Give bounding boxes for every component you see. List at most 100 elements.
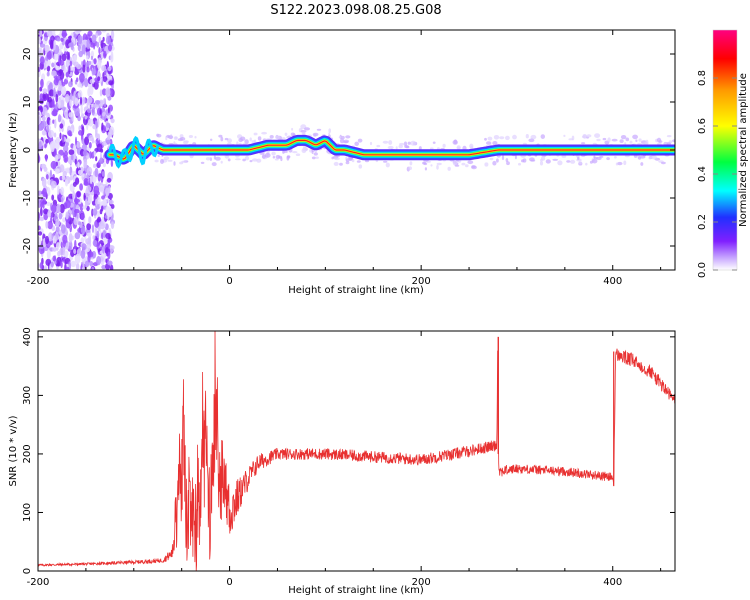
noise-blob	[104, 223, 109, 231]
noise-blob	[65, 199, 71, 209]
noise-blob	[71, 95, 75, 101]
noise-blob	[109, 199, 114, 205]
halo-blob	[220, 136, 224, 142]
halo-blob	[661, 161, 666, 165]
noise-blob	[39, 86, 43, 92]
halo-blob	[220, 160, 223, 164]
noise-blob	[44, 143, 47, 149]
noise-blob	[54, 140, 60, 151]
y-tick-label: 0	[22, 147, 33, 153]
halo-blob	[581, 135, 586, 138]
noise-blob	[107, 131, 110, 140]
noise-blob	[93, 185, 100, 195]
noise-blob	[76, 141, 81, 149]
noise-blob	[40, 106, 43, 113]
halo-blob	[269, 135, 274, 139]
halo-blob	[465, 164, 469, 168]
halo-blob	[236, 141, 239, 146]
noise-blob	[77, 44, 81, 52]
halo-blob	[335, 155, 340, 158]
noise-blob	[106, 210, 113, 218]
noise-blob	[58, 60, 65, 66]
halo-blob	[313, 152, 318, 156]
noise-blob	[49, 89, 55, 97]
noise-blob	[59, 164, 65, 173]
noise-blob	[63, 46, 68, 53]
halo-blob	[629, 140, 633, 144]
noise-blob	[56, 37, 61, 42]
noise-blob	[79, 96, 83, 106]
noise-blob	[82, 64, 86, 73]
noise-blob	[92, 239, 98, 247]
halo-blob	[596, 138, 601, 142]
halo-blob	[666, 135, 672, 138]
noise-blob	[77, 83, 83, 88]
halo-blob	[578, 161, 583, 165]
halo-blob	[334, 157, 340, 161]
halo-blob	[331, 156, 335, 160]
noise-blob	[58, 212, 63, 220]
noise-blob	[41, 130, 47, 136]
noise-blob	[38, 141, 42, 150]
noise-blob	[110, 30, 115, 40]
noise-blob	[75, 192, 78, 203]
noise-blob	[51, 70, 57, 77]
noise-blob	[49, 141, 56, 150]
noise-blob	[65, 266, 70, 270]
noise-blob	[61, 53, 67, 62]
spectrogram-panel: -200 0 200 400 -20 -10 0 10 20 Height of straigh…	[8, 29, 676, 296]
halo-blob	[585, 162, 588, 166]
noise-blob	[45, 235, 49, 245]
halo-blob	[338, 136, 342, 139]
halo-blob	[506, 161, 510, 166]
noise-blob	[93, 163, 97, 168]
halo-blob	[168, 135, 174, 140]
noise-blob	[87, 87, 91, 97]
halo-blob	[577, 156, 580, 160]
halo-blob	[407, 141, 411, 145]
noise-blob	[93, 58, 97, 65]
noise-blob	[103, 198, 107, 207]
colorbar-tick-label: 0.0	[697, 262, 708, 278]
noise-blob	[49, 119, 52, 126]
noise-blob	[93, 43, 96, 50]
noise-blob	[102, 112, 106, 117]
noise-blob	[50, 160, 57, 170]
noise-blob	[54, 231, 59, 241]
noise-blob	[82, 149, 88, 157]
halo-blob	[227, 158, 231, 162]
noise-blob	[55, 218, 60, 228]
noise-blob	[102, 72, 105, 79]
noise-blob	[101, 205, 104, 212]
halo-blob	[302, 147, 308, 152]
halo-blob	[328, 128, 332, 133]
noise-blob	[81, 44, 86, 55]
halo-blob	[620, 135, 627, 140]
noise-blob	[56, 242, 61, 249]
halo-blob	[160, 159, 164, 164]
halo-blob	[224, 137, 229, 141]
noise-blob	[89, 175, 93, 185]
noise-blob	[78, 125, 81, 132]
noise-blob	[97, 76, 101, 82]
halo-blob	[351, 159, 355, 163]
halo-blob	[624, 142, 627, 146]
noise-blob	[93, 66, 96, 76]
noise-blob	[80, 105, 83, 115]
noise-blob	[74, 97, 79, 107]
halo-blob	[376, 144, 381, 148]
noise-blob	[65, 211, 69, 220]
halo-blob	[528, 138, 535, 143]
noise-blob	[45, 174, 49, 180]
noise-blob	[79, 202, 84, 212]
halo-blob	[640, 162, 644, 166]
noise-blob	[60, 186, 65, 196]
y-tick-label: -20	[22, 238, 33, 254]
halo-blob	[447, 166, 451, 171]
halo-blob	[409, 161, 413, 166]
colorbar-tick-label: 0.2	[697, 214, 708, 230]
halo-blob	[632, 134, 638, 140]
noise-blob	[97, 173, 101, 182]
noise-blob	[107, 107, 110, 114]
halo-blob	[467, 160, 474, 165]
